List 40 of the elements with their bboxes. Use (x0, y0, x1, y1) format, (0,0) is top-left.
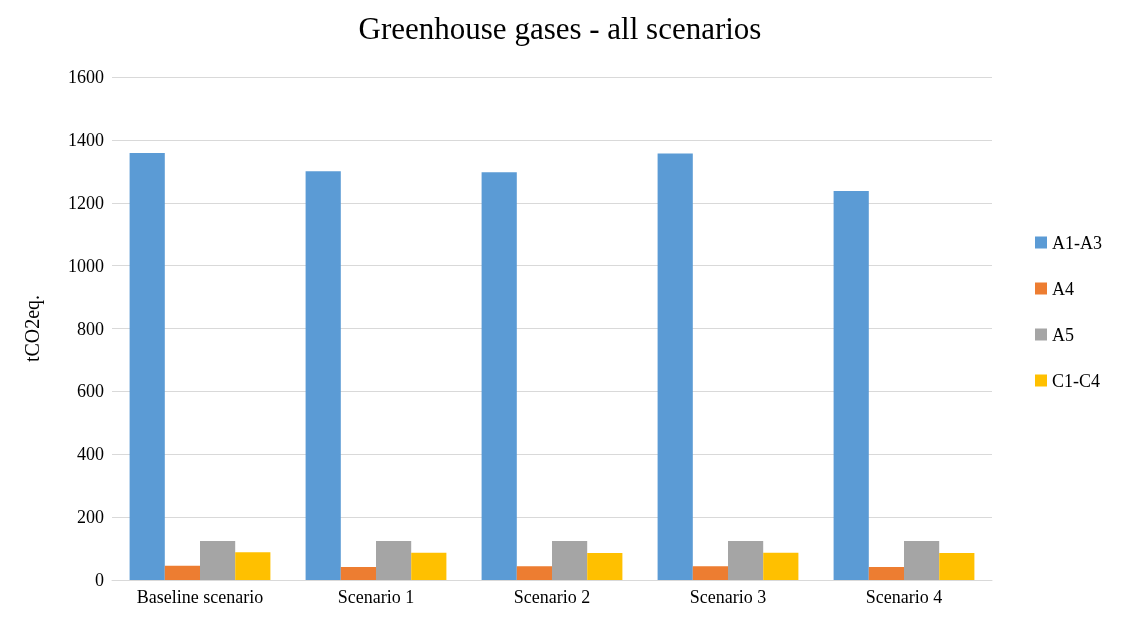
y-tick-label: 1000 (68, 255, 104, 276)
bar (164, 565, 200, 580)
bar (939, 552, 975, 580)
bar (340, 567, 376, 580)
bar (411, 552, 447, 580)
y-tick-label: 400 (77, 444, 104, 465)
legend-label: C1-C4 (1052, 370, 1101, 391)
bar (763, 552, 799, 580)
legend-label: A4 (1052, 278, 1075, 299)
bar (376, 541, 412, 580)
x-tick-label: Scenario 4 (865, 587, 943, 607)
bar (587, 552, 623, 580)
x-tick-label: Scenario 1 (337, 587, 415, 607)
y-tick-label: 600 (77, 381, 104, 402)
bar (904, 541, 940, 580)
bar (481, 172, 517, 580)
bar (129, 153, 165, 580)
bar (552, 541, 588, 580)
chart-title: Greenhouse gases - all scenarios (358, 11, 762, 46)
y-tick-label: 200 (77, 507, 104, 528)
legend-label: A1-A3 (1052, 232, 1103, 253)
bar (235, 552, 271, 580)
y-tick-label: 1200 (68, 192, 104, 213)
y-tick-label: 1600 (68, 67, 104, 87)
bar (305, 171, 341, 580)
bar (692, 566, 728, 580)
y-axis-title: tCO2eq. (21, 294, 44, 363)
bar (516, 566, 552, 580)
y-tick-label: 800 (77, 318, 104, 339)
bar (833, 191, 869, 580)
y-tick-label: 1400 (68, 129, 104, 150)
x-tick-label: Scenario 3 (689, 587, 767, 607)
bar (200, 541, 236, 580)
bar (868, 567, 904, 580)
bar (728, 541, 764, 580)
x-tick-label: Scenario 2 (513, 587, 591, 607)
bar (657, 153, 693, 580)
legend-label: A5 (1052, 324, 1075, 345)
x-tick-label: Baseline scenario (136, 587, 264, 607)
y-tick-label: 0 (95, 570, 104, 590)
